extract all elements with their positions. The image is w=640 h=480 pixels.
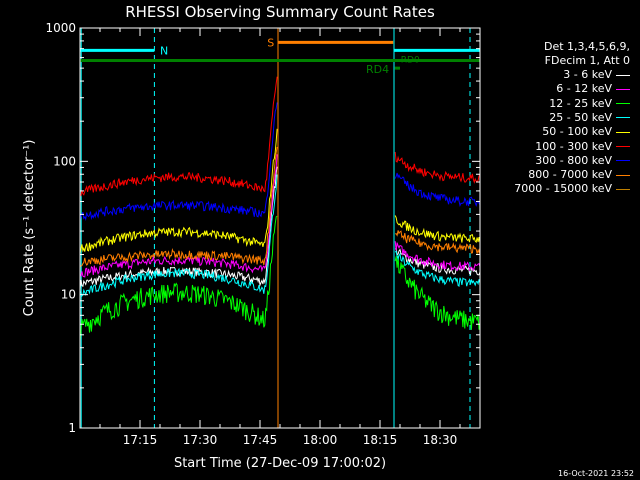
chart-title: RHESSI Observing Summary Count Rates — [125, 3, 435, 21]
saa-label: S — [267, 36, 274, 49]
legend-swatch — [616, 160, 630, 162]
legend-label: 7000 - 15000 keV — [514, 182, 612, 196]
y-tick-label: 10 — [61, 288, 76, 302]
plot-area — [80, 28, 480, 428]
series-line-0-b — [394, 247, 480, 276]
rd0-label: RD0 — [401, 56, 420, 66]
x-tick-label: 17:30 — [183, 433, 218, 447]
legend-label: 50 - 100 keV — [542, 125, 612, 139]
night-label: N — [160, 44, 168, 57]
legend-entry: 12 - 25 keV — [549, 97, 630, 110]
generated-timestamp: 16-Oct-2021 23:52 — [558, 469, 634, 478]
legend-header-line-2: FDecim 1, Att 0 — [544, 54, 630, 67]
x-tick-label: 18:00 — [303, 433, 338, 447]
legend-swatch — [616, 74, 630, 76]
legend-label: 12 - 25 keV — [549, 96, 612, 110]
y-tick-label: 100 — [53, 154, 76, 168]
legend-entry: 6 - 12 keV — [556, 82, 630, 95]
series-line-5-a — [80, 76, 278, 197]
series-line-5-b — [394, 151, 480, 184]
legend-label: 100 - 300 keV — [535, 139, 612, 153]
legend-swatch — [616, 188, 630, 190]
series-line-4-a — [80, 128, 278, 254]
legend-entry: 7000 - 15000 keV — [514, 182, 630, 195]
legend-swatch — [616, 131, 630, 133]
legend-swatch — [616, 103, 630, 105]
legend-label: 3 - 6 keV — [563, 68, 612, 81]
y-tick-label: 1000 — [45, 21, 76, 35]
x-tick-label: 17:15 — [123, 433, 158, 447]
x-tick-label: 18:30 — [423, 433, 458, 447]
legend-entry: 300 - 800 keV — [535, 154, 630, 167]
legend-entry: 25 - 50 keV — [549, 111, 630, 124]
legend-label: 800 - 7000 keV — [528, 168, 612, 182]
legend-label: 300 - 800 keV — [535, 153, 612, 167]
series-line-7-b — [395, 230, 480, 256]
series-line-0-a — [80, 166, 278, 289]
x-tick-label: 18:15 — [363, 433, 398, 447]
legend-swatch — [616, 146, 630, 147]
legend-swatch — [616, 174, 630, 176]
legend-swatch — [616, 117, 630, 119]
series-line-2-b — [394, 255, 480, 330]
y-tick-label: 1 — [68, 421, 76, 435]
series-line-7-a — [80, 146, 278, 268]
series-line-1-b — [394, 241, 480, 272]
legend-swatch — [616, 88, 630, 90]
series-line-4-b — [394, 215, 480, 244]
y-axis-label: Count Rate (s⁻¹ detector⁻¹) — [22, 140, 37, 317]
rd4-label: RD4 — [366, 63, 389, 76]
legend-entry: 100 - 300 keV — [535, 140, 630, 153]
series-line-6-b — [394, 172, 480, 207]
series-line-3-a — [80, 174, 278, 298]
legend-header-line-1: Det 1,3,4,5,6,9, — [543, 40, 630, 53]
legend-label: 6 - 12 keV — [556, 82, 612, 96]
x-axis-label: Start Time (27-Dec-09 17:00:02) — [174, 456, 386, 471]
series-line-1-a — [80, 154, 278, 278]
x-tick-label: 17:45 — [243, 433, 278, 447]
legend-label: 25 - 50 keV — [549, 110, 612, 124]
plot-frame — [79, 27, 481, 429]
series-line-6-a — [80, 102, 278, 221]
legend-entry: 800 - 7000 keV — [528, 168, 630, 181]
legend-entry: 50 - 100 keV — [542, 125, 630, 138]
series-line-3-b — [394, 250, 480, 287]
axes: 1 10 100 1000 17:15 17:30 17:45 18:00 18:15 18:30… — [45, 21, 481, 447]
series-line-2-a — [80, 215, 278, 341]
legend-entry: 3 - 6 keV — [563, 68, 630, 81]
